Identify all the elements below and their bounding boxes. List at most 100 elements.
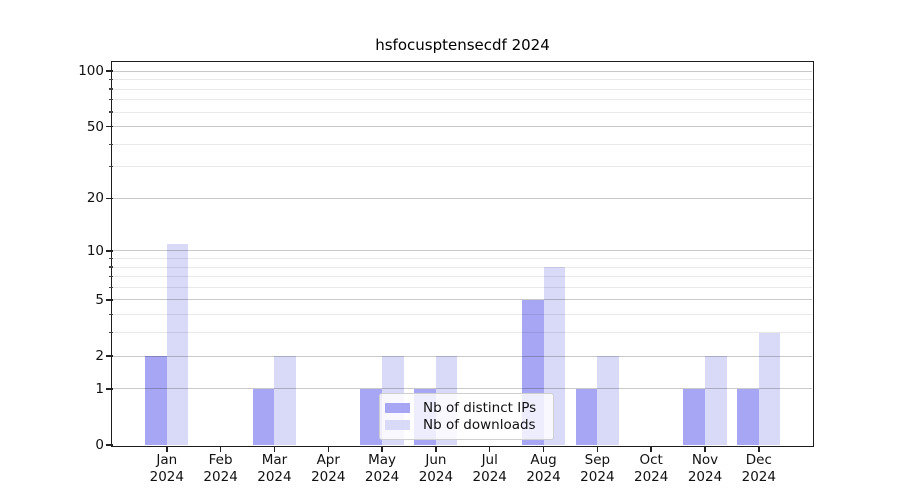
x-tick-label-may: May 2024	[350, 452, 414, 486]
y-minor-tick-30	[109, 166, 113, 168]
x-tick-year: 2024	[257, 469, 292, 485]
x-tick-label-jan: Jan 2024	[135, 452, 199, 486]
x-tick-label-dec: Dec 2024	[727, 452, 791, 486]
x-tick-jan	[166, 445, 168, 452]
x-tick-year: 2024	[741, 469, 776, 485]
x-tick-year: 2024	[687, 469, 723, 485]
y-tick-100	[105, 70, 113, 72]
gridline-minor-8	[113, 266, 812, 268]
gridline-major-20	[113, 197, 812, 199]
gridline-minor-9	[113, 257, 812, 259]
bar-downloads-jan	[166, 243, 189, 445]
x-tick-label-aug: Aug 2024	[512, 452, 576, 486]
x-tick-year: 2024	[364, 469, 400, 485]
x-tick-month: Oct	[639, 452, 663, 468]
x-tick-month: Feb	[208, 452, 233, 468]
y-tick-50	[105, 125, 113, 128]
bar-ips-sep	[575, 388, 598, 445]
y-tick-2	[105, 355, 113, 357]
bar-ips-nov	[683, 388, 705, 445]
chart-title: hsfocusptensecdf 2024	[375, 36, 550, 54]
x-tick-dec	[758, 445, 760, 452]
y-tick-label-2: 2	[95, 348, 104, 364]
x-tick-month: Apr	[316, 452, 340, 468]
x-tick-month: Aug	[530, 452, 557, 468]
bar-ips-mar	[252, 388, 275, 445]
legend-item-downloads: Nb of downloads	[385, 417, 543, 433]
y-minor-tick-70	[109, 99, 113, 101]
y-minor-tick-90	[109, 79, 113, 81]
bar-downloads-dec	[758, 332, 781, 445]
bar-downloads-nov	[705, 356, 727, 445]
y-minor-tick-6	[109, 286, 113, 288]
bar-ips-may	[360, 388, 383, 445]
x-tick-feb	[219, 445, 222, 452]
x-tick-month: Sep	[584, 452, 611, 468]
y-tick-label-50: 50	[86, 118, 104, 135]
y-tick-label-1: 1	[95, 380, 104, 397]
y-minor-tick-60	[109, 111, 113, 113]
x-tick-jul	[488, 445, 491, 452]
y-tick-label-10: 10	[86, 242, 104, 259]
legend-swatch-distinct-ips	[385, 403, 410, 413]
y-tick-5	[105, 299, 113, 301]
x-tick-may	[381, 445, 383, 452]
x-tick-month: Jun	[425, 452, 447, 468]
x-tick-month: May	[368, 452, 397, 468]
gridline-major-10	[113, 250, 812, 252]
x-tick-month: Nov	[691, 452, 719, 468]
y-tick-label-0: 0	[95, 437, 104, 453]
bar-ips-dec	[737, 388, 759, 445]
x-tick-year: 2024	[472, 469, 507, 485]
gridline-minor-90	[113, 79, 812, 81]
legend-label-distinct-ips: Nb of distinct IPs	[423, 400, 537, 416]
x-tick-year: 2024	[418, 469, 454, 485]
gridline-major-100	[113, 70, 812, 72]
y-tick-20	[105, 197, 113, 200]
legend-swatch-downloads	[385, 420, 410, 430]
y-minor-tick-9	[109, 257, 113, 260]
gridline-minor-6	[113, 286, 812, 288]
y-minor-tick-4	[109, 314, 113, 316]
x-tick-year: 2024	[149, 469, 184, 485]
gridline-major-50	[113, 126, 812, 128]
x-tick-label-mar: Mar 2024	[242, 452, 306, 486]
y-tick-label-20: 20	[86, 190, 104, 207]
y-tick-label-100: 100	[78, 63, 104, 80]
x-tick-month: Mar	[261, 452, 288, 468]
gridline-major-5	[113, 299, 812, 301]
bar-ips-jan	[145, 356, 167, 445]
y-minor-tick-3	[109, 332, 113, 334]
bar-downloads-sep	[597, 356, 619, 445]
x-tick-label-oct: Oct 2024	[619, 452, 683, 486]
bar-downloads-mar	[274, 356, 297, 445]
gridline-minor-30	[113, 166, 812, 168]
gridline-minor-7	[113, 276, 812, 278]
legend-label-downloads: Nb of downloads	[423, 417, 536, 433]
x-tick-year: 2024	[580, 469, 615, 485]
x-tick-label-feb: Feb 2024	[189, 452, 253, 486]
x-tick-label-nov: Nov 2024	[673, 452, 737, 486]
gridline-minor-60	[113, 111, 812, 113]
x-tick-year: 2024	[311, 469, 346, 485]
x-tick-label-jun: Jun 2024	[404, 452, 468, 486]
x-tick-label-apr: Apr 2024	[296, 452, 360, 486]
x-tick-jun	[435, 445, 437, 452]
x-tick-mar	[273, 445, 276, 452]
legend-item-distinct-ips: Nb of distinct IPs	[385, 400, 543, 416]
gridline-minor-3	[113, 332, 812, 334]
y-tick-10	[105, 250, 113, 252]
x-tick-label-jul: Jul 2024	[458, 452, 522, 486]
x-tick-sep	[596, 445, 599, 452]
x-tick-month: Jul	[481, 452, 498, 468]
gridline-major-2	[113, 355, 812, 357]
x-tick-year: 2024	[526, 469, 561, 485]
x-tick-apr	[327, 445, 329, 452]
x-tick-month: Jan	[156, 452, 178, 468]
y-minor-tick-8	[109, 266, 113, 268]
gridline-minor-70	[113, 99, 812, 101]
x-tick-nov	[704, 445, 706, 452]
y-minor-tick-7	[109, 276, 113, 278]
y-tick-1	[105, 388, 113, 390]
